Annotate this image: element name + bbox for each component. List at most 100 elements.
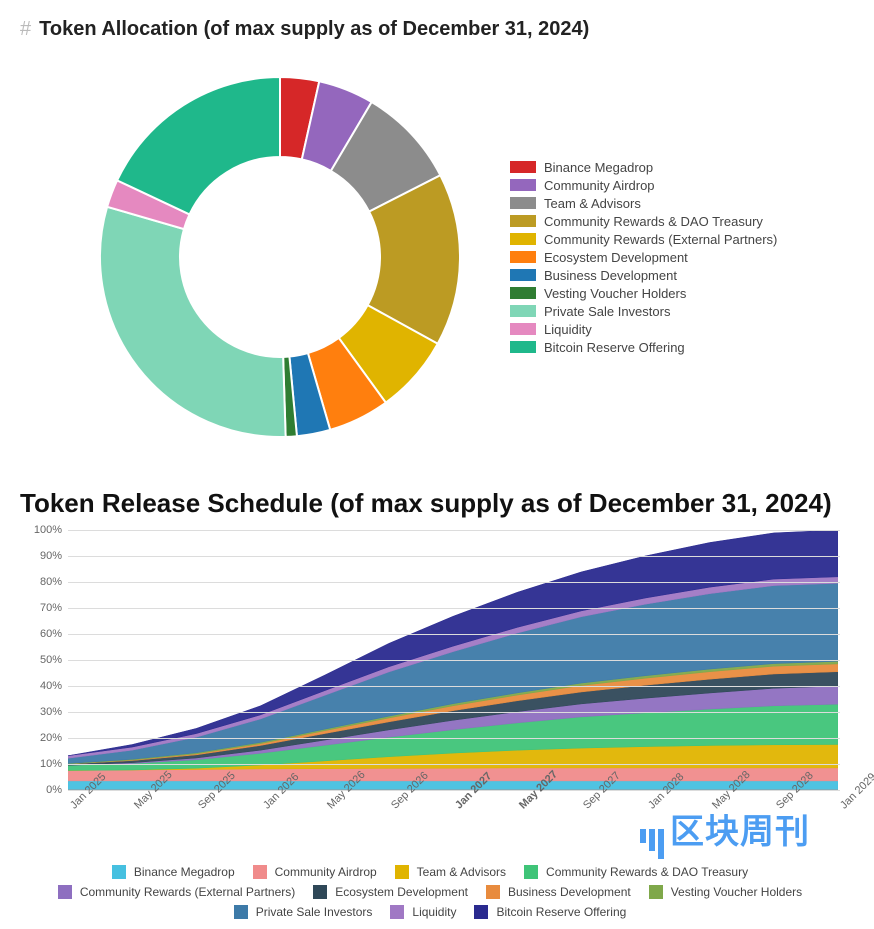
y-tick: 50%: [40, 654, 62, 666]
area-legend: Binance Megadrop Community Airdrop Team & …: [20, 865, 840, 919]
legend-swatch: [510, 287, 536, 299]
legend-item[interactable]: Team & Advisors: [395, 865, 506, 879]
legend-label: Community Airdrop: [544, 178, 655, 193]
legend-item[interactable]: Community Airdrop: [510, 178, 777, 193]
donut-title-text: Token Allocation (of max supply as of De…: [39, 18, 589, 41]
legend-label: Bitcoin Reserve Offering: [496, 905, 626, 919]
legend-swatch: [510, 341, 536, 353]
legend-item[interactable]: Bitcoin Reserve Offering: [510, 340, 777, 355]
legend-swatch: [524, 865, 538, 879]
legend-item[interactable]: Ecosystem Development: [510, 250, 777, 265]
legend-swatch: [510, 251, 536, 263]
area-section-title: Token Release Schedule (of max supply as…: [20, 487, 854, 520]
y-tick: 70%: [40, 602, 62, 614]
legend-label: Ecosystem Development: [335, 885, 468, 899]
donut-slice[interactable]: [100, 207, 286, 437]
area-chart-wrap: 0%10%20%30%40%50%60%70%80%90%100% Jan 20…: [20, 530, 840, 919]
legend-item[interactable]: Binance Megadrop: [510, 160, 777, 175]
grid-line: [68, 608, 840, 609]
legend-item[interactable]: Business Development: [510, 268, 777, 283]
legend-item[interactable]: Community Rewards (External Partners): [510, 232, 777, 247]
legend-item[interactable]: Ecosystem Development: [313, 885, 468, 899]
donut-chart: [80, 57, 480, 457]
y-axis: 0%10%20%30%40%50%60%70%80%90%100%: [20, 530, 68, 790]
legend-swatch: [510, 305, 536, 317]
legend-swatch: [253, 865, 267, 879]
legend-swatch: [313, 885, 327, 899]
legend-swatch: [395, 865, 409, 879]
legend-swatch: [510, 197, 536, 209]
grid-line: [68, 660, 840, 661]
grid-line: [68, 634, 840, 635]
y-tick: 90%: [40, 550, 62, 562]
legend-label: Vesting Voucher Holders: [544, 286, 686, 301]
legend-item[interactable]: Community Rewards (External Partners): [58, 885, 295, 899]
legend-label: Binance Megadrop: [544, 160, 653, 175]
legend-label: Business Development: [544, 268, 677, 283]
y-tick: 40%: [40, 680, 62, 692]
grid-line: [68, 764, 840, 765]
legend-swatch: [112, 865, 126, 879]
y-tick: 60%: [40, 628, 62, 640]
grid-line: [68, 582, 840, 583]
legend-swatch: [58, 885, 72, 899]
area-series[interactable]: [68, 780, 838, 789]
legend-label: Binance Megadrop: [134, 865, 235, 879]
legend-item[interactable]: Liquidity: [390, 905, 456, 919]
legend-label: Liquidity: [412, 905, 456, 919]
legend-label: Team & Advisors: [417, 865, 506, 879]
legend-label: Community Airdrop: [275, 865, 377, 879]
legend-label: Bitcoin Reserve Offering: [544, 340, 685, 355]
legend-label: Liquidity: [544, 322, 592, 337]
legend-label: Business Development: [508, 885, 631, 899]
legend-label: Private Sale Investors: [256, 905, 373, 919]
watermark: 区块周刊: [640, 804, 810, 859]
y-tick: 10%: [40, 758, 62, 770]
legend-swatch: [510, 269, 536, 281]
y-tick: 30%: [40, 706, 62, 718]
legend-item[interactable]: Bitcoin Reserve Offering: [474, 905, 626, 919]
legend-label: Team & Advisors: [544, 196, 641, 211]
y-tick: 100%: [34, 524, 62, 536]
legend-label: Community Rewards & DAO Treasury: [546, 865, 748, 879]
legend-label: Vesting Voucher Holders: [671, 885, 802, 899]
legend-label: Community Rewards (External Partners): [80, 885, 295, 899]
legend-item[interactable]: Business Development: [486, 885, 631, 899]
legend-item[interactable]: Vesting Voucher Holders: [510, 286, 777, 301]
grid-line: [68, 712, 840, 713]
grid-line: [68, 530, 840, 531]
legend-swatch: [510, 161, 536, 173]
donut-section-title: # Token Allocation (of max supply as of …: [20, 18, 854, 41]
legend-item[interactable]: Community Rewards & DAO Treasury: [510, 214, 777, 229]
legend-item[interactable]: Binance Megadrop: [112, 865, 235, 879]
x-tick: Jan 2029: [838, 770, 874, 810]
donut-chart-section: Binance Megadrop Community Airdrop Team & …: [20, 57, 854, 457]
legend-swatch: [649, 885, 663, 899]
legend-swatch: [390, 905, 404, 919]
legend-swatch: [510, 233, 536, 245]
legend-swatch: [510, 215, 536, 227]
legend-item[interactable]: Private Sale Investors: [234, 905, 373, 919]
legend-item[interactable]: Team & Advisors: [510, 196, 777, 211]
legend-item[interactable]: Community Rewards & DAO Treasury: [524, 865, 748, 879]
legend-swatch: [474, 905, 488, 919]
legend-item[interactable]: Liquidity: [510, 322, 777, 337]
legend-swatch: [486, 885, 500, 899]
legend-swatch: [234, 905, 248, 919]
y-tick: 20%: [40, 732, 62, 744]
y-tick: 0%: [46, 784, 62, 796]
grid-line: [68, 686, 840, 687]
legend-item[interactable]: Private Sale Investors: [510, 304, 777, 319]
y-tick: 80%: [40, 576, 62, 588]
grid-line: [68, 738, 840, 739]
legend-label: Community Rewards & DAO Treasury: [544, 214, 763, 229]
legend-item[interactable]: Community Airdrop: [253, 865, 377, 879]
legend-label: Ecosystem Development: [544, 250, 688, 265]
legend-swatch: [510, 179, 536, 191]
legend-label: Private Sale Investors: [544, 304, 670, 319]
donut-legend: Binance Megadrop Community Airdrop Team & …: [510, 157, 777, 358]
legend-label: Community Rewards (External Partners): [544, 232, 777, 247]
legend-item[interactable]: Vesting Voucher Holders: [649, 885, 802, 899]
area-series[interactable]: [68, 767, 838, 780]
hash-icon: #: [20, 18, 31, 41]
